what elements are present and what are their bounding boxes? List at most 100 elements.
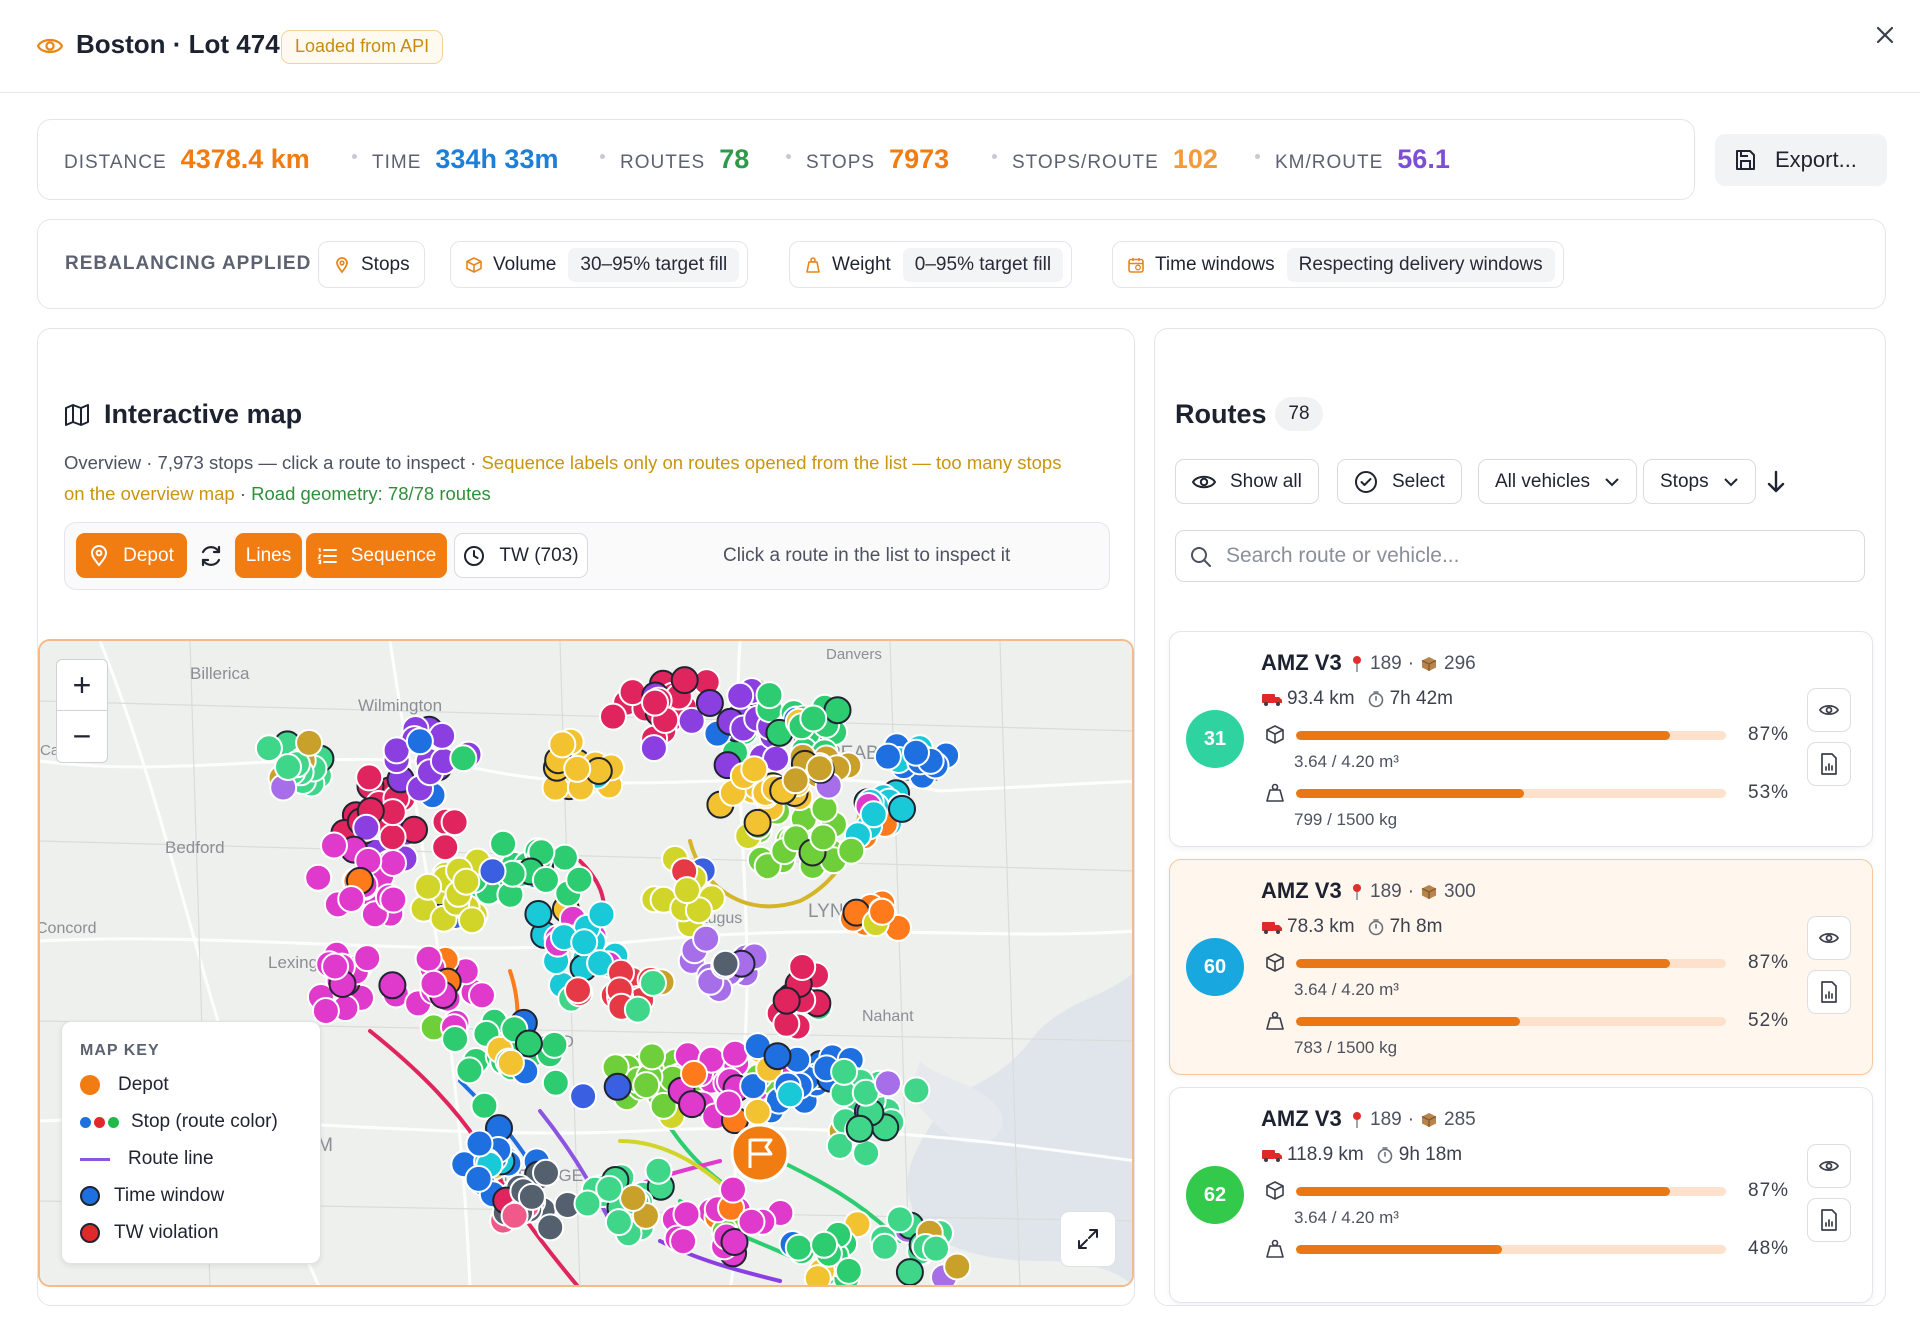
- stop-marker[interactable]: [550, 843, 579, 872]
- close-icon[interactable]: [1870, 20, 1900, 50]
- stop-marker[interactable]: [419, 969, 448, 998]
- stop-marker[interactable]: [859, 800, 888, 829]
- stop-marker[interactable]: [922, 1234, 950, 1263]
- route-card[interactable]: 31 AMZ V3 189 · 296 93.4 km 7h 42m 87% 3.…: [1169, 631, 1873, 847]
- stop-marker[interactable]: [874, 1069, 902, 1098]
- stop-marker[interactable]: [772, 986, 801, 1015]
- interactive-map[interactable]: BillericaWilmingtonCarlisleDanversPEABOD…: [38, 639, 1134, 1287]
- stop-marker[interactable]: [478, 857, 507, 886]
- stop-marker[interactable]: [726, 681, 755, 710]
- refresh-icon[interactable]: [198, 543, 224, 569]
- stop-marker[interactable]: [641, 688, 669, 717]
- export-button[interactable]: Export...: [1715, 134, 1887, 186]
- stop-marker[interactable]: [321, 952, 350, 981]
- stop-marker[interactable]: [619, 1184, 648, 1212]
- depot-marker[interactable]: [730, 1123, 790, 1183]
- stop-marker[interactable]: [524, 900, 553, 928]
- stop-marker[interactable]: [540, 1030, 569, 1059]
- stop-marker[interactable]: [870, 1232, 899, 1261]
- stop-marker[interactable]: [496, 1048, 525, 1077]
- stop-marker[interactable]: [541, 1068, 570, 1097]
- stop-marker[interactable]: [455, 1056, 484, 1085]
- sort-direction-icon[interactable]: [1763, 469, 1789, 495]
- sequence-toggle-button[interactable]: Sequence: [306, 533, 447, 578]
- view-route-button[interactable]: [1807, 1144, 1851, 1188]
- stop-marker[interactable]: [680, 1059, 708, 1088]
- stop-marker[interactable]: [352, 813, 381, 842]
- stop-marker[interactable]: [379, 849, 407, 877]
- zoom-control[interactable]: + −: [56, 659, 108, 763]
- stop-marker[interactable]: [803, 1264, 832, 1287]
- stop-marker[interactable]: [743, 808, 772, 837]
- stop-marker[interactable]: [895, 1258, 924, 1285]
- stop-marker[interactable]: [714, 1089, 743, 1118]
- stop-marker[interactable]: [378, 823, 407, 852]
- stop-marker[interactable]: [353, 944, 382, 973]
- stop-marker[interactable]: [669, 1227, 698, 1256]
- stop-marker[interactable]: [830, 1057, 859, 1086]
- stop-marker[interactable]: [378, 971, 407, 1000]
- stop-marker[interactable]: [740, 755, 769, 784]
- stop-marker[interactable]: [763, 1042, 792, 1071]
- show-all-button[interactable]: Show all: [1175, 459, 1319, 504]
- stop-marker[interactable]: [868, 897, 897, 926]
- stop-marker[interactable]: [500, 1201, 529, 1230]
- stop-marker[interactable]: [823, 696, 852, 725]
- stop-marker[interactable]: [489, 829, 518, 858]
- stop-marker[interactable]: [517, 1182, 546, 1211]
- stop-marker[interactable]: [304, 863, 333, 892]
- route-report-button[interactable]: [1807, 970, 1851, 1014]
- stop-marker[interactable]: [536, 1213, 565, 1242]
- stop-marker[interactable]: [458, 906, 486, 935]
- stop-marker[interactable]: [902, 738, 930, 767]
- map-canvas[interactable]: BillericaWilmingtonCarlisleDanversPEABOD…: [40, 641, 1134, 1287]
- stop-marker[interactable]: [902, 1076, 931, 1105]
- stop-marker[interactable]: [570, 928, 599, 957]
- select-button[interactable]: Select: [1337, 459, 1462, 504]
- vehicle-filter-select[interactable]: All vehicles: [1478, 459, 1638, 504]
- stop-marker[interactable]: [673, 876, 701, 905]
- stop-marker[interactable]: [254, 734, 283, 763]
- stop-marker[interactable]: [719, 1175, 747, 1204]
- stop-marker[interactable]: [470, 1091, 499, 1120]
- stop-marker[interactable]: [295, 728, 324, 757]
- route-report-button[interactable]: [1807, 1198, 1851, 1242]
- stop-marker[interactable]: [784, 1233, 813, 1262]
- stop-marker[interactable]: [720, 1228, 749, 1256]
- stop-marker[interactable]: [805, 754, 834, 783]
- stop-marker[interactable]: [599, 702, 627, 731]
- stop-marker[interactable]: [644, 1156, 673, 1185]
- stop-marker[interactable]: [711, 949, 740, 978]
- stop-marker[interactable]: [845, 1114, 874, 1143]
- time-window-toggle-button[interactable]: TW (703): [454, 533, 588, 578]
- stop-marker[interactable]: [692, 924, 721, 953]
- stop-marker[interactable]: [638, 1042, 666, 1071]
- stop-marker[interactable]: [548, 730, 577, 759]
- stop-marker[interactable]: [514, 1029, 543, 1058]
- stop-marker[interactable]: [274, 753, 302, 781]
- stop-marker[interactable]: [695, 689, 724, 717]
- view-route-button[interactable]: [1807, 916, 1851, 960]
- stop-marker[interactable]: [573, 1189, 602, 1218]
- stop-marker[interactable]: [565, 865, 594, 894]
- stop-marker[interactable]: [531, 865, 560, 894]
- stop-marker[interactable]: [825, 1131, 854, 1160]
- stop-marker[interactable]: [776, 1080, 805, 1109]
- stop-marker[interactable]: [873, 742, 902, 771]
- stop-marker[interactable]: [382, 736, 411, 765]
- stop-marker[interactable]: [587, 900, 616, 929]
- stop-marker[interactable]: [604, 1208, 633, 1237]
- stop-marker[interactable]: [639, 734, 668, 763]
- stop-marker[interactable]: [379, 885, 408, 914]
- stop-marker[interactable]: [737, 1207, 766, 1236]
- stop-marker[interactable]: [337, 885, 366, 913]
- route-search[interactable]: [1175, 530, 1865, 582]
- view-route-button[interactable]: [1807, 688, 1851, 732]
- stop-marker[interactable]: [743, 1097, 772, 1126]
- fullscreen-button[interactable]: [1060, 1211, 1116, 1267]
- stop-marker[interactable]: [431, 833, 460, 862]
- route-card[interactable]: 60 AMZ V3 189 · 300 78.3 km 7h 8m 87% 3.6…: [1169, 859, 1873, 1075]
- stop-marker[interactable]: [670, 666, 699, 695]
- stop-marker[interactable]: [355, 763, 384, 792]
- stop-marker[interactable]: [623, 995, 652, 1024]
